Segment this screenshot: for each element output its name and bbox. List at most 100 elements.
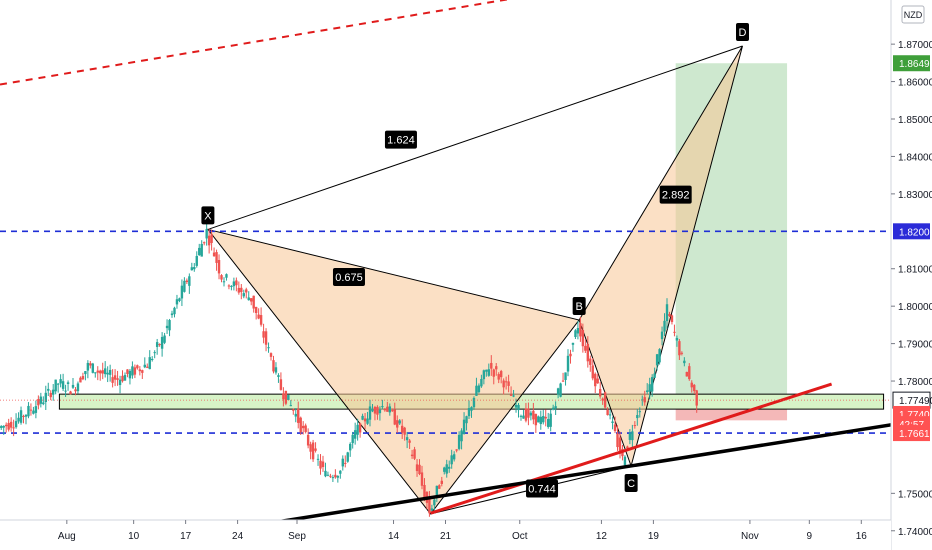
- candle-body: [504, 381, 508, 383]
- candle-body: [460, 430, 463, 442]
- candle-body: [133, 367, 137, 375]
- last-price-tag: 1.77490: [892, 391, 932, 409]
- time-tick-label: 9: [807, 531, 813, 542]
- candle-body: [532, 410, 535, 420]
- price-axis-bg: [891, 0, 932, 550]
- candle-body: [398, 420, 401, 424]
- candle-body: [391, 410, 394, 412]
- price-axis: 1.87000 1.86000 1.85000 1.84000 1.83000 1.810…: [890, 0, 932, 550]
- point-label-bg: [572, 297, 586, 316]
- candle-body: [193, 267, 196, 270]
- level-low-price-tag-bg: [893, 425, 930, 442]
- candle-body: [71, 384, 75, 388]
- candle-body: [282, 393, 285, 400]
- time-tick-label: 19: [648, 531, 660, 542]
- candle-body: [188, 276, 191, 286]
- candle-body: [695, 390, 698, 406]
- entry-price-tag-text: 1.77405: [899, 410, 932, 421]
- candle-body: [339, 470, 342, 474]
- candle-body: [84, 371, 87, 375]
- candle-body: [126, 369, 129, 374]
- candle-body: [185, 280, 189, 283]
- candle-body: [240, 287, 243, 293]
- candle-body: [685, 371, 689, 377]
- red-trendline: [430, 382, 833, 515]
- candle-body: [14, 421, 18, 428]
- candle-body: [254, 306, 258, 314]
- candle-body: [336, 475, 340, 478]
- candle-body: [492, 369, 495, 377]
- candle-body: [514, 404, 518, 408]
- candle-body: [561, 380, 565, 382]
- candle-body: [69, 391, 72, 395]
- candle-body: [584, 345, 587, 351]
- candle-body: [675, 338, 679, 341]
- candle-body: [49, 392, 52, 398]
- candle-body: [668, 313, 671, 317]
- candle-body: [482, 370, 486, 380]
- candle-body: [306, 434, 310, 446]
- candle-body: [346, 452, 349, 462]
- ratio-label-bg: [384, 130, 417, 149]
- candle-body: [559, 383, 562, 397]
- candle-body: [663, 320, 666, 332]
- candle-body: [381, 406, 384, 408]
- candle-body: [623, 456, 627, 466]
- candle-body: [660, 331, 664, 340]
- candle-body: [420, 472, 424, 486]
- ratio-label-text: 0.744: [528, 483, 556, 495]
- candle-body: [576, 328, 580, 334]
- pattern-point-x: X: [201, 206, 215, 225]
- price-tick-label: 1.75000: [898, 489, 932, 500]
- candle-body: [175, 299, 179, 305]
- price-tick-label: 1.85000: [898, 115, 932, 126]
- candle-body: [274, 367, 278, 373]
- candle-body: [79, 377, 82, 383]
- ratio-label-bg: [332, 267, 365, 286]
- candle-body: [517, 404, 520, 411]
- candle-body: [319, 460, 322, 469]
- candle-body: [108, 369, 112, 375]
- candle-body: [450, 455, 453, 465]
- ratio-label-text: 1.624: [387, 135, 415, 147]
- price-tick-label: 1.79000: [898, 340, 932, 351]
- candle-body: [331, 477, 335, 479]
- candle-body: [529, 412, 533, 416]
- price-tick-label: 1.81000: [898, 265, 932, 276]
- candle-body: [54, 379, 57, 392]
- candle-body: [655, 354, 659, 366]
- candle-body: [650, 377, 654, 392]
- candle-body: [242, 293, 245, 297]
- candle-body: [680, 352, 684, 354]
- candle-body: [547, 419, 550, 427]
- currency-badge: NZD: [901, 5, 925, 24]
- candle-body: [495, 366, 498, 370]
- point-label-text: C: [627, 478, 635, 490]
- candle-body: [165, 325, 169, 329]
- candle-body: [27, 405, 30, 417]
- candle-body: [264, 331, 268, 345]
- candle-body: [477, 385, 481, 393]
- ratio-label-text: 0.675: [335, 272, 363, 284]
- candle-body: [59, 379, 62, 384]
- candle-body: [581, 329, 585, 347]
- ratio-label-bg: [659, 185, 692, 204]
- candle-body: [259, 315, 263, 325]
- candle-body: [277, 375, 280, 377]
- candle-body: [586, 343, 590, 362]
- candle-body: [230, 285, 233, 287]
- candle-body: [81, 376, 85, 380]
- time-tick-label: 21: [440, 531, 452, 542]
- candle-body: [220, 275, 223, 280]
- candle-body: [0, 426, 3, 428]
- candle-body: [178, 298, 181, 301]
- candle-body: [646, 390, 649, 393]
- candle-body: [205, 229, 208, 239]
- candle-body: [601, 398, 604, 401]
- candle-body: [113, 375, 117, 380]
- candle-body: [180, 285, 184, 299]
- ratio-label-text: 2.892: [662, 190, 690, 202]
- candle-body: [22, 415, 25, 417]
